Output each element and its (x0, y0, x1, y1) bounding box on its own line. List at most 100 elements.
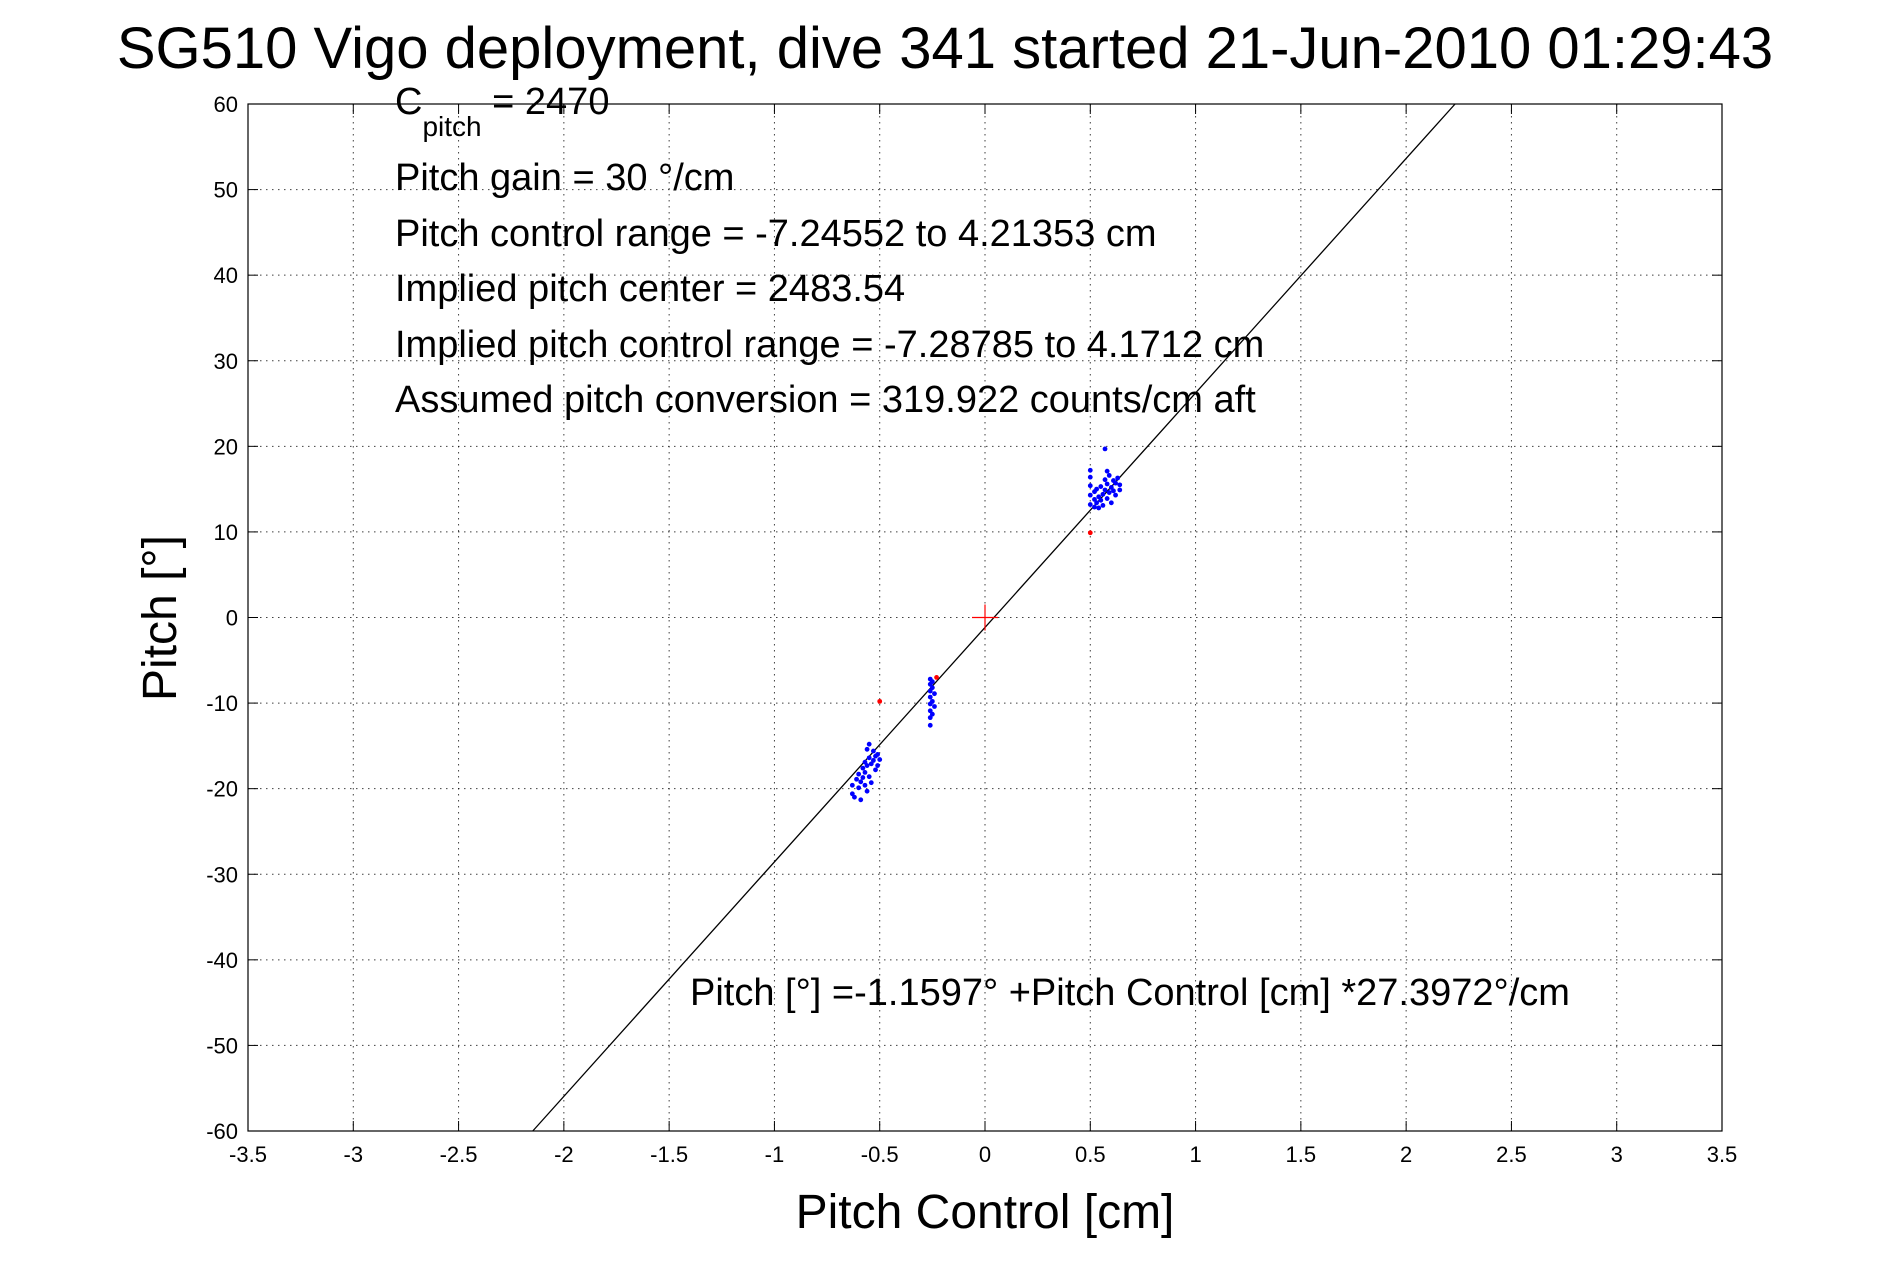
data-point (864, 746, 870, 752)
data-point (856, 771, 862, 777)
outlier-point (934, 675, 939, 680)
chart-title: SG510 Vigo deployment, dive 341 started … (117, 16, 1773, 81)
x-tick-label: -3.5 (229, 1142, 267, 1167)
data-point (1094, 486, 1100, 492)
data-point (1087, 483, 1093, 489)
y-tick-label: 10 (214, 520, 238, 545)
data-point (875, 752, 881, 757)
x-tick-label: 1.5 (1286, 1142, 1317, 1167)
data-point (862, 782, 868, 788)
data-point (1104, 468, 1110, 474)
data-point (929, 698, 935, 704)
data-point (866, 774, 872, 780)
x-tick-label: 3 (1611, 1142, 1623, 1167)
data-point (932, 691, 937, 697)
data-point (864, 763, 870, 768)
data-point (1087, 492, 1093, 498)
y-tick-label: 0 (226, 606, 238, 631)
x-tick-label: -1.5 (650, 1142, 688, 1167)
annotation-implied-range: Implied pitch control range = -7.28785 t… (395, 324, 1264, 366)
data-point (862, 770, 868, 775)
data-point (927, 722, 933, 728)
data-point (1087, 467, 1093, 473)
data-point (858, 779, 864, 785)
data-point (860, 775, 866, 780)
axis-ticks (247, 103, 1723, 1132)
y-tick-label: -50 (206, 1033, 238, 1058)
data-point (1108, 485, 1114, 490)
x-tick-label: -3 (344, 1142, 364, 1167)
x-tick-label: -2.5 (440, 1142, 478, 1167)
data-point (1111, 488, 1116, 494)
data-point (1115, 475, 1121, 481)
data-point (849, 791, 855, 797)
x-tick-label: 0.5 (1075, 1142, 1106, 1167)
data-point (1092, 496, 1097, 502)
data-point (1096, 494, 1102, 500)
data-point (870, 758, 876, 763)
y-tick-label: -40 (206, 948, 238, 973)
data-point (929, 679, 935, 685)
data-point (1102, 487, 1108, 493)
x-tick-label: 1 (1189, 1142, 1201, 1167)
data-point (877, 757, 883, 762)
y-axis-label: Pitch [°] (134, 535, 187, 701)
data-point (858, 797, 864, 803)
data-point (1092, 504, 1097, 510)
annotation-pitch-range: Pitch control range = -7.24552 to 4.2135… (395, 213, 1157, 255)
data-point (1113, 492, 1118, 498)
data-point (849, 782, 855, 788)
data-point (1096, 505, 1102, 511)
annotation-c-pitch-sub: pitch (422, 111, 481, 142)
x-tick-label: 2.5 (1496, 1142, 1527, 1167)
data-point (1098, 497, 1104, 503)
outlier-points (877, 530, 1093, 704)
annotation-c-pitch: Cpitch = 2470 (395, 81, 609, 142)
x-tick-label: -2 (554, 1142, 574, 1167)
data-point (927, 688, 933, 694)
data-point (870, 748, 876, 754)
data-point (1104, 481, 1110, 487)
data-points (849, 446, 1123, 803)
y-tick-label: -30 (206, 862, 238, 887)
x-tick-labels: -3.5 -3 -2.5 -2 -1.5 -1 -0.5 0 0.5 1 1.5 2 2.5 3 3.5 (229, 1142, 1737, 1167)
data-point (1102, 477, 1108, 483)
data-point (929, 711, 935, 717)
data-point (1113, 480, 1118, 486)
data-point (866, 741, 872, 747)
data-point (1098, 484, 1104, 489)
annotation-implied-center: Implied pitch center = 2483.54 (395, 268, 905, 310)
data-point (862, 759, 868, 765)
x-tick-label: -0.5 (861, 1142, 899, 1167)
annotation-c-pitch-value: = 2470 (482, 81, 610, 123)
data-point (852, 794, 857, 800)
x-tick-label: 2 (1400, 1142, 1412, 1167)
data-point (856, 785, 862, 791)
data-point (873, 767, 878, 773)
y-tick-label: 50 (214, 178, 238, 203)
data-point (1087, 474, 1093, 480)
data-point (1104, 496, 1110, 501)
data-point (1100, 491, 1106, 497)
x-tick-label: -1 (765, 1142, 785, 1167)
annotation-pitch-gain: Pitch gain = 30 °/cm (395, 157, 734, 199)
center-marker (972, 604, 998, 631)
data-point (854, 776, 859, 782)
outlier-point (877, 698, 883, 704)
y-tick-label: -20 (206, 777, 238, 802)
data-point (1117, 482, 1123, 488)
data-point (864, 788, 870, 794)
y-tick-label: 20 (214, 434, 238, 459)
data-point (1100, 502, 1106, 508)
y-tick-label: 40 (214, 263, 238, 288)
data-point (1102, 446, 1108, 452)
data-point (927, 694, 933, 700)
y-tick-label: -60 (206, 1119, 238, 1144)
annotation-c-pitch-base: C (395, 81, 422, 123)
data-point (860, 765, 866, 771)
annotation-fit-equation: Pitch [°] =-1.1597° +Pitch Control [cm] … (690, 972, 1570, 1014)
data-point (866, 755, 872, 761)
data-point (932, 704, 937, 709)
data-point (927, 708, 933, 714)
